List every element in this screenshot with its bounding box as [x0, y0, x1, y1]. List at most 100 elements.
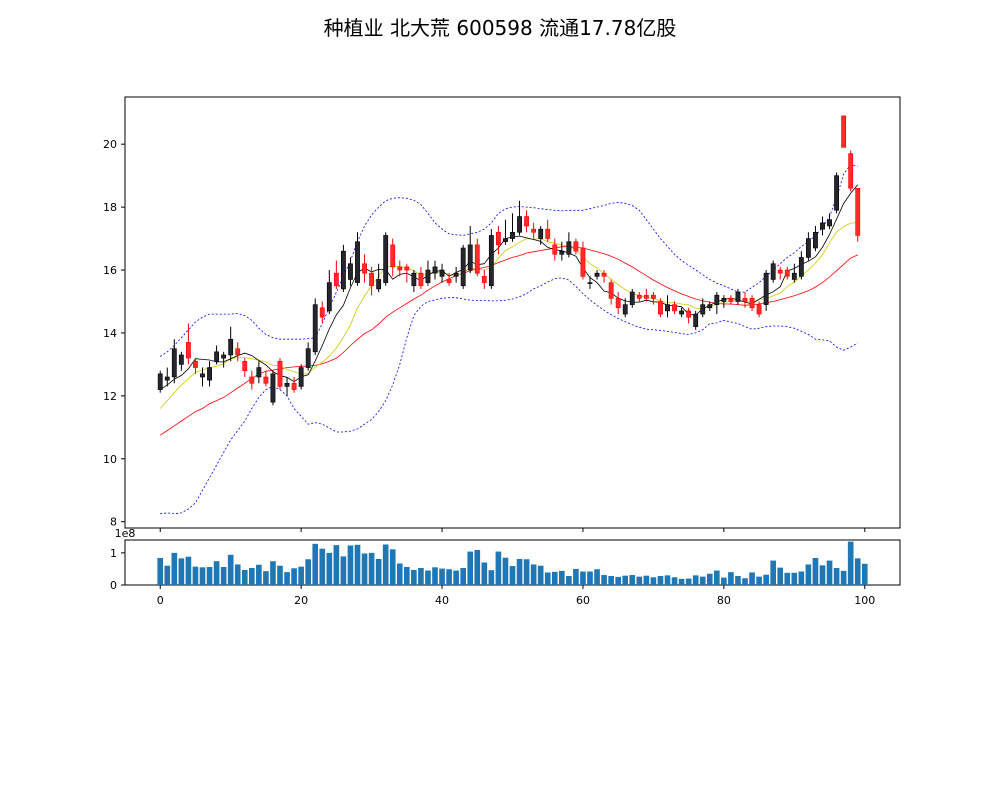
volume-bar [721, 577, 727, 585]
candle-body [249, 376, 255, 384]
candle-body [221, 354, 227, 359]
candle-body [488, 235, 494, 287]
candle-body [650, 294, 656, 299]
volume-bar [256, 564, 262, 585]
candle-body [770, 263, 776, 280]
volume-bar [206, 567, 213, 585]
volume-bar [544, 572, 551, 585]
candle-body [383, 235, 389, 283]
volume-bar [791, 572, 798, 585]
volume-bar [333, 545, 340, 585]
volume-bar [213, 561, 220, 585]
candle-body [355, 241, 360, 283]
volume-bar [488, 570, 495, 585]
candle-body [517, 216, 522, 233]
price-y-tick-label: 14 [103, 327, 117, 340]
volume-bar [249, 567, 255, 585]
volume-bar [615, 576, 621, 585]
volume-bar [756, 576, 762, 585]
volume-bar [650, 577, 657, 585]
volume-bar [714, 570, 720, 585]
volume-bar [636, 576, 643, 585]
candle-body [326, 282, 332, 312]
candle-body [460, 247, 466, 287]
candle-body [270, 373, 276, 403]
volume-bar [375, 558, 382, 585]
volume-bar [404, 567, 410, 585]
candle-body [362, 263, 367, 274]
volume-bar [566, 576, 572, 585]
candle-body [707, 304, 713, 309]
candle-body [524, 216, 530, 227]
price-y-tick-label: 8 [110, 516, 117, 529]
volume-bar [291, 568, 297, 585]
volume-bar [284, 572, 290, 585]
candle-body [594, 272, 600, 277]
volume-bar [368, 552, 375, 585]
candle-body [820, 222, 825, 230]
volume-bar [551, 571, 558, 585]
candle-body [495, 231, 501, 246]
candle-body [538, 228, 544, 239]
volume-bar [164, 565, 171, 585]
volume-bar [495, 551, 502, 585]
volume-bar [777, 567, 784, 585]
candle-body [425, 269, 431, 283]
candle-body [798, 257, 804, 277]
x-tick-label: 20 [294, 594, 308, 607]
x-tick-label: 40 [435, 594, 449, 607]
volume-bar [312, 543, 319, 585]
volume-bar [657, 576, 664, 585]
candle-body [791, 272, 797, 280]
volume-bar [601, 575, 607, 585]
candle-body [474, 244, 480, 274]
volume-bar [629, 575, 636, 585]
x-tick-label: 60 [576, 594, 590, 607]
candle-body [700, 304, 706, 315]
volume-bar [305, 559, 311, 585]
volume-y-tick-label: 0 [110, 579, 117, 592]
volume-bar [643, 575, 650, 585]
volume-bar [220, 567, 227, 585]
x-tick-label: 80 [717, 594, 731, 607]
candle-body [369, 272, 375, 287]
candle-body [312, 304, 318, 353]
candle-body [777, 269, 783, 274]
candle-body [615, 298, 621, 309]
volume-bar [826, 560, 833, 585]
candle-body [679, 310, 685, 315]
volume-bar [749, 572, 755, 585]
candle-body [784, 269, 790, 277]
volume-bar [432, 567, 438, 585]
price-y-tick-label: 10 [103, 453, 117, 466]
candle-body [348, 263, 353, 280]
candle-body [643, 294, 649, 299]
candle-body [376, 279, 382, 290]
volume-bar [446, 569, 452, 585]
volume-bar [770, 560, 776, 585]
volume-bar [361, 553, 368, 585]
candle-body [446, 279, 452, 283]
candle-body [559, 250, 565, 255]
price-panel: 8 10 12 14 16 18 20 [103, 96, 901, 532]
volume-bar [467, 551, 474, 585]
volume-bar [728, 572, 734, 585]
volume-bar [481, 562, 488, 585]
candle-body [658, 301, 663, 315]
boll-lower-line [160, 277, 858, 515]
volume-bar [798, 571, 805, 585]
volume-bar [411, 569, 417, 585]
candle-body [404, 266, 410, 271]
candle-body [686, 310, 692, 318]
candle-body [721, 298, 727, 302]
candle-body [467, 244, 473, 271]
volume-bar [178, 558, 185, 585]
volume-bar [784, 572, 791, 585]
candle-body [178, 354, 184, 365]
price-y-tick-label: 16 [103, 264, 117, 277]
candle-body [214, 351, 220, 362]
candle-body [756, 304, 762, 315]
candle-body [827, 219, 832, 227]
volume-bar [389, 549, 396, 585]
